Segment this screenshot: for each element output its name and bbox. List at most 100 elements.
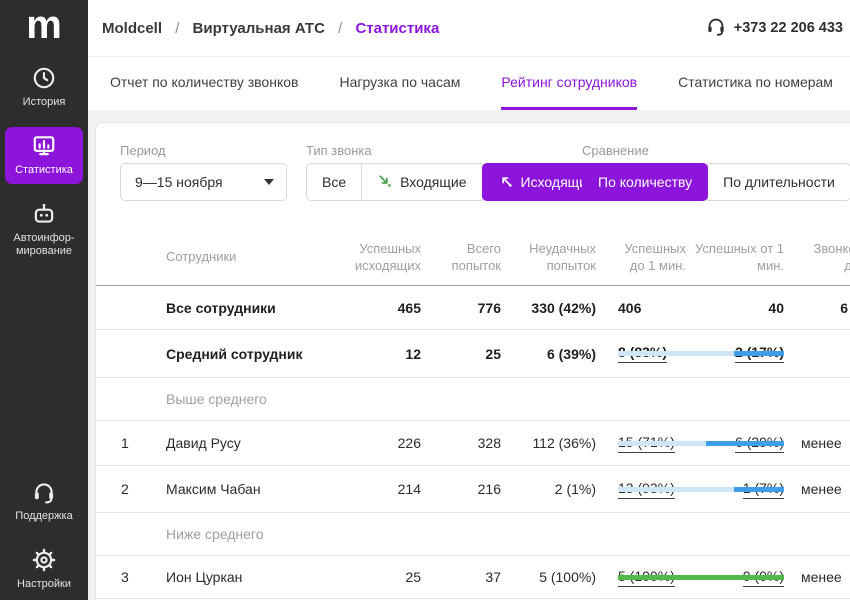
call-type-option-all[interactable]: Все — [306, 163, 363, 201]
cell-employee-name: Максим Чабан — [166, 481, 261, 497]
headset-icon — [705, 15, 727, 41]
sidebar-item-settings[interactable]: Настройки — [5, 541, 83, 598]
col-header-successful-outgoing: Успешных исходящих — [354, 240, 421, 273]
cell-failed-attempts: 5 (100%) — [539, 569, 596, 585]
cell-calls-per-day: 6 — [840, 299, 848, 316]
cell-total-attempts: 776 — [477, 299, 501, 316]
statistics-card: Период Тип звонка Сравнение 9—15 ноября … — [95, 122, 850, 600]
cell-failed-attempts: 6 (39%) — [546, 345, 596, 362]
sidebar-bottom: Поддержка Настройки — [0, 462, 88, 598]
cell-failed-attempts: 112 (36%) — [532, 435, 596, 451]
incoming-arrow-icon — [377, 173, 392, 191]
comparison-label: Сравнение — [582, 143, 649, 158]
ratio-bar — [618, 486, 784, 492]
cell-total-attempts: 216 — [477, 481, 501, 497]
sidebar-item-statistics[interactable]: Статистика — [5, 127, 83, 184]
employee-rating-table: Сотрудники Успешных исходящих Всего попы… — [96, 228, 850, 599]
cell-failed-attempts: 330 (42%) — [531, 299, 596, 316]
period-label: Период — [120, 143, 166, 158]
sidebar-item-label: Автоинфор-мирование — [5, 232, 83, 258]
cell-total-attempts: 328 — [477, 435, 501, 451]
outgoing-arrow-icon — [498, 173, 513, 191]
col-header-under-1min: Успешных до 1 мин. — [624, 240, 686, 273]
cell-employee-name: Средний сотрудник — [166, 345, 303, 362]
call-type-label: Тип звонка — [306, 143, 372, 158]
cell-duration-split: 5 (100%)0 (0%) — [596, 568, 784, 587]
col-header-employees: Сотрудники — [166, 249, 237, 264]
cell-employee-name: Ион Цуркан — [166, 569, 243, 585]
sidebar: m История Статистика Автоинфор-мирование П… — [0, 0, 88, 600]
table-row: 1 Давид Русу 226 328 112 (36%)15 (71%)6 (29%… — [96, 421, 850, 466]
sidebar-item-history[interactable]: История — [5, 59, 83, 116]
sidebar-nav: История Статистика Автоинфор-мирование — [0, 48, 88, 265]
ratio-bar — [618, 440, 784, 446]
sidebar-item-label: История — [22, 96, 66, 108]
group-row: Выше среднего — [96, 378, 850, 421]
cell-rank: 2 — [121, 481, 129, 497]
cell-successful-outgoing: 25 — [405, 569, 421, 585]
cell-successful-outgoing: 214 — [397, 481, 421, 497]
group-row: Ниже среднего — [96, 513, 850, 556]
call-type-option-incoming[interactable]: Входящие — [361, 163, 483, 201]
support-phone-number: +373 22 206 433 — [733, 20, 843, 36]
col-header-failed-attempts: Неудачных попыток — [529, 240, 596, 273]
period-select[interactable]: 9—15 ноября — [120, 163, 287, 201]
ratio-bar-segment — [618, 440, 706, 446]
breadcrumb-statistics: Статистика — [355, 19, 440, 37]
tab-stats-by-numbers[interactable]: Статистика по номерам — [678, 74, 833, 90]
cell-duration-split: 13 (93%)1 (7%) — [596, 480, 784, 499]
table-row: Все сотрудники 465 776 330 (42%) 406 40 6 — [96, 286, 850, 330]
gear-icon — [5, 547, 83, 574]
call-type-option-label: Все — [322, 174, 347, 190]
sidebar-item-support[interactable]: Поддержка — [5, 473, 83, 530]
sidebar-item-label: Настройки — [17, 578, 71, 590]
clock-icon — [5, 65, 83, 92]
cell-duration-split: 15 (71%)6 (29%) — [596, 434, 784, 453]
table-row: Средний сотрудник 12 25 6 (39%)8 (83%)2 (17… — [96, 330, 850, 378]
period-select-value: 9—15 ноября — [135, 174, 223, 190]
comparison-option-label: По количеству — [598, 174, 693, 190]
cell-rank: 3 — [121, 569, 129, 585]
col-header-over-1min: Успешных от 1 мин. — [695, 240, 784, 273]
headset-icon — [5, 479, 83, 506]
cell-calls-per-day: менее — [801, 481, 842, 497]
table-row: 2 Максим Чабан 214 216 2 (1%)13 (93%)1 (7%) м… — [96, 466, 850, 513]
ratio-bar-segment — [618, 574, 784, 580]
ratio-bar-segment — [618, 351, 735, 356]
breadcrumb-moldcell[interactable]: Moldcell — [102, 19, 163, 37]
sidebar-label-line: Автоинфор- — [13, 232, 75, 244]
robot-icon — [5, 201, 83, 228]
col-header-duration-split: Успешных до 1 мин. Успешных от 1 мин. — [596, 240, 784, 274]
tab-call-count-report[interactable]: Отчет по количеству звонков — [110, 74, 299, 90]
breadcrumb-separator: / — [338, 19, 343, 37]
comparison-group: По количеству По длительности — [582, 163, 850, 201]
cell-calls-per-day: менее — [801, 435, 842, 451]
tab-employee-rating[interactable]: Рейтинг сотрудников — [501, 57, 638, 110]
col-header-calls-per-day: Звонков в день — [813, 240, 850, 273]
ratio-bar — [618, 351, 784, 356]
group-label: Ниже среднего — [166, 526, 264, 542]
cell-duration-split: 8 (83%)2 (17%) — [596, 344, 784, 363]
ratio-bar-segment — [618, 486, 735, 492]
breadcrumb-virtual-atc[interactable]: Виртуальная АТС — [192, 19, 325, 37]
cell-rank: 1 — [121, 435, 129, 451]
cell-successful-outgoing: 226 — [397, 435, 421, 451]
breadcrumb: Moldcell / Виртуальная АТС / Статистика — [102, 20, 439, 37]
tab-bar: Отчет по количеству звонков Нагрузка по ч… — [88, 57, 850, 110]
stats-monitor-icon — [5, 133, 83, 160]
comparison-option-by-count[interactable]: По количеству — [582, 163, 709, 201]
sidebar-item-autoinform[interactable]: Автоинфор-мирование — [5, 195, 83, 265]
sidebar-label-line: мирование — [15, 245, 73, 257]
comparison-option-label: По длительности — [723, 174, 835, 190]
table-row: 3 Ион Цуркан 25 37 5 (100%)5 (100%)0 (0%) мен… — [96, 556, 850, 599]
cell-under-1min-value: 406 — [618, 299, 642, 316]
moldcell-logo[interactable]: m — [26, 3, 62, 47]
breadcrumb-separator: / — [175, 19, 180, 37]
comparison-option-by-duration[interactable]: По длительности — [707, 163, 850, 201]
support-phone: +373 22 206 433 — [705, 15, 843, 41]
call-type-option-label: Входящие — [400, 174, 467, 190]
cell-calls-per-day: менее — [801, 569, 842, 585]
sidebar-item-label: Поддержка — [15, 510, 73, 522]
tab-load-by-hours[interactable]: Нагрузка по часам — [339, 74, 461, 90]
table-body: Все сотрудники 465 776 330 (42%) 406 40 6 Средн… — [96, 286, 850, 599]
